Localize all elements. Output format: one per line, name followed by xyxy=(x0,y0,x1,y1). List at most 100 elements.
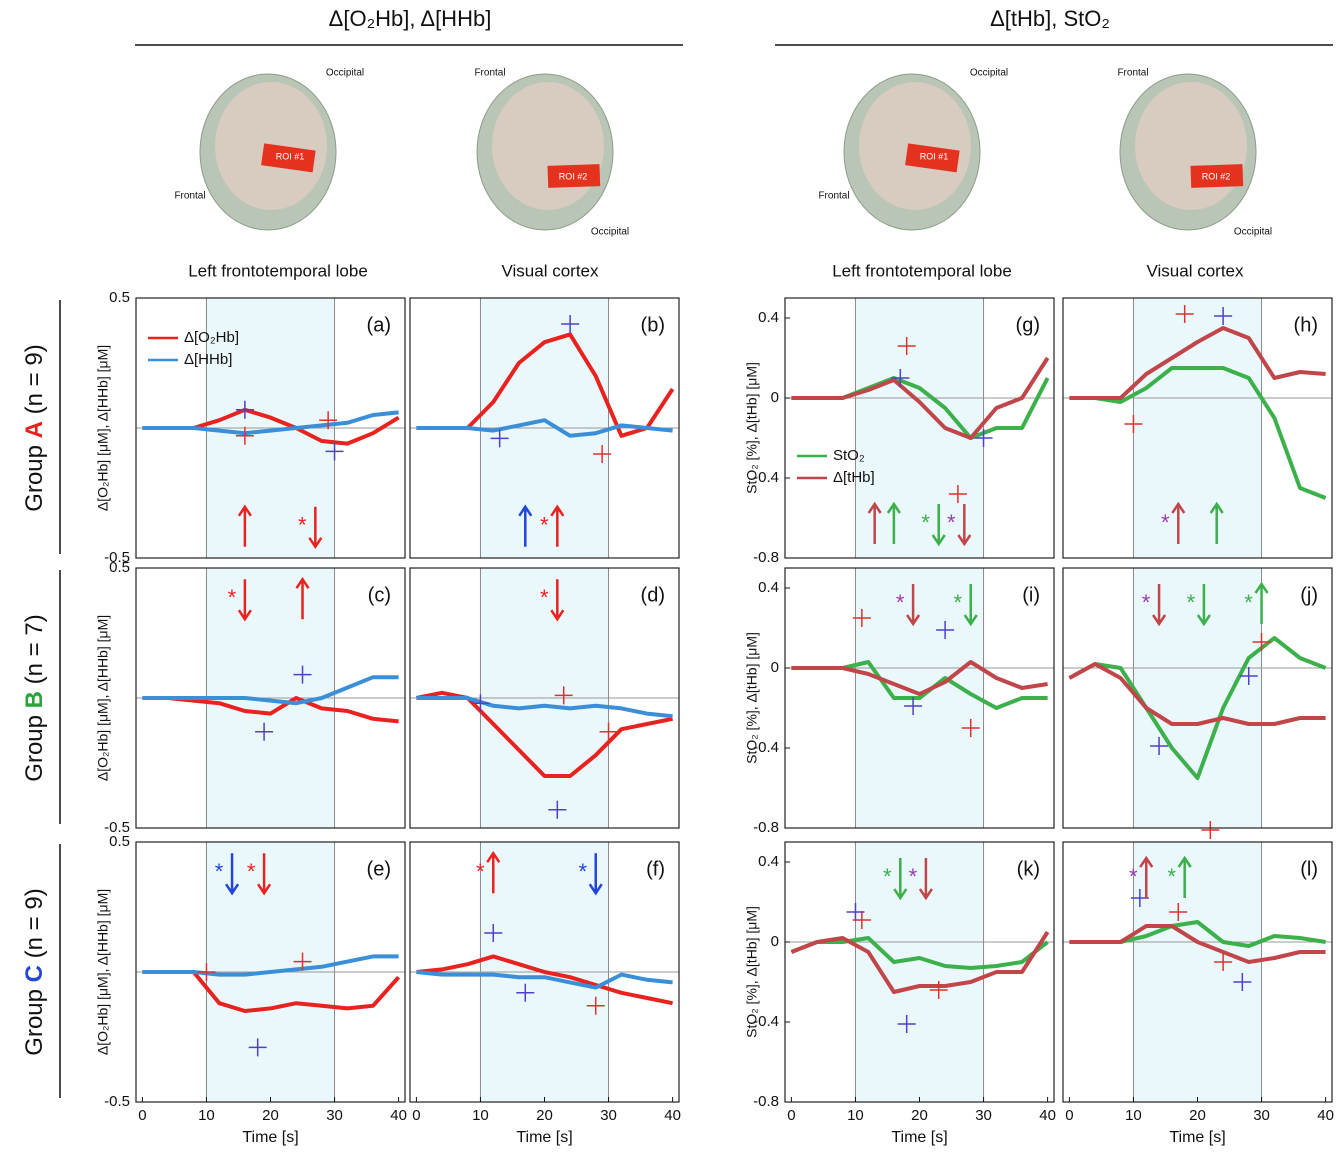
group-label: Group B (n = 7) xyxy=(21,614,48,781)
panel: *(h) xyxy=(1063,298,1332,558)
group-name: Group xyxy=(21,445,48,512)
brain-label: Occipital xyxy=(1234,227,1272,238)
y-tick-label: -0.8 xyxy=(753,549,779,566)
y-tick-label: 0 xyxy=(771,659,779,676)
significance-star: * xyxy=(1244,590,1253,615)
group-letter: A xyxy=(21,421,48,438)
group-letter: B xyxy=(21,691,48,708)
x-tick-label: 20 xyxy=(911,1107,928,1124)
brain-label: Occipital xyxy=(326,68,364,79)
x-tick-label: 40 xyxy=(1317,1107,1334,1124)
brain-label: Frontal xyxy=(174,191,205,202)
y-tick-label: -0.5 xyxy=(104,1093,130,1110)
group-letter: C xyxy=(21,965,48,982)
group-n: (n = 7) xyxy=(21,614,48,684)
panel: *(b) xyxy=(410,298,679,558)
column-title: Δ[O₂Hb], Δ[HHb] xyxy=(329,6,492,31)
x-tick-label: 40 xyxy=(1039,1107,1056,1124)
y-tick-label: 0 xyxy=(771,389,779,406)
y-tick-label: 0 xyxy=(771,933,779,950)
significance-star: * xyxy=(896,590,905,615)
panel-label: (k) xyxy=(1017,858,1040,880)
x-tick-label: 0 xyxy=(1065,1107,1073,1124)
panel: -0.8-0.400.4StO₂ [%], Δ[tHb] [μM]**StO₂Δ… xyxy=(744,298,1054,566)
x-tick-label: 0 xyxy=(412,1107,420,1124)
x-tick-label: 40 xyxy=(664,1107,681,1124)
x-tick-label: 10 xyxy=(1125,1107,1142,1124)
y-axis-label: StO₂ [%], Δ[tHb] [μM] xyxy=(744,362,760,494)
x-tick-label: 10 xyxy=(847,1107,864,1124)
panel-label: (g) xyxy=(1016,314,1040,336)
y-tick-label: -0.8 xyxy=(753,819,779,836)
legend-label: Δ[tHb] xyxy=(833,469,875,486)
brain-label: Frontal xyxy=(1117,68,1148,79)
significance-star: * xyxy=(247,859,256,884)
y-tick-label: 0.5 xyxy=(109,289,130,306)
group-name: Group xyxy=(21,989,48,1056)
region-label: Left frontotemporal lobe xyxy=(188,261,368,280)
column-title: Δ[tHb], StO₂ xyxy=(990,6,1110,31)
panel: 010203040Time [s]**(l) xyxy=(1063,842,1334,1146)
y-axis-label: StO₂ [%], Δ[tHb] [μM] xyxy=(744,632,760,764)
figure: Δ[O₂Hb], Δ[HHb] Δ[tHb], StO₂ ROI #1Occip… xyxy=(0,0,1337,1152)
significance-star: * xyxy=(578,859,587,884)
y-tick-label: -0.8 xyxy=(753,1093,779,1110)
panel-label: (l) xyxy=(1300,858,1318,880)
significance-star: * xyxy=(1161,510,1170,535)
group-n: (n = 9) xyxy=(21,344,48,414)
legend-label: Δ[HHb] xyxy=(184,351,232,368)
legend-label: Δ[O₂Hb] xyxy=(184,329,239,346)
x-tick-label: 30 xyxy=(326,1107,343,1124)
legend-label: StO₂ xyxy=(833,447,865,464)
significance-star: * xyxy=(953,590,962,615)
significance-star: * xyxy=(476,859,485,884)
panel: *(d) xyxy=(410,568,679,828)
significance-star: * xyxy=(921,510,930,535)
significance-star: * xyxy=(1187,590,1196,615)
x-axis-label: Time [s] xyxy=(1169,1129,1225,1146)
x-tick-label: 30 xyxy=(600,1107,617,1124)
significance-star: * xyxy=(228,585,237,610)
panel-label: (i) xyxy=(1022,584,1040,606)
panel: -0.50.5Δ[O₂Hb] [μM], Δ[HHb] [μM]*(c) xyxy=(95,559,405,836)
x-tick-label: 0 xyxy=(138,1107,146,1124)
stimulus-band xyxy=(1133,842,1261,1102)
x-tick-label: 30 xyxy=(975,1107,992,1124)
group-name: Group xyxy=(21,715,48,782)
y-axis-label: Δ[O₂Hb] [μM], Δ[HHb] [μM] xyxy=(95,615,111,781)
significance-star: * xyxy=(947,510,956,535)
brain: ROI #1OccipitalFrontal xyxy=(174,68,364,230)
y-tick-label: 0.4 xyxy=(758,309,779,326)
panel-label: (a) xyxy=(367,314,391,336)
brain-label: Occipital xyxy=(591,227,629,238)
x-tick-label: 30 xyxy=(1253,1107,1270,1124)
x-tick-label: 20 xyxy=(536,1107,553,1124)
panel: 010203040Time [s]**(f) xyxy=(410,842,681,1146)
cortex xyxy=(492,82,604,210)
y-tick-label: 0.4 xyxy=(758,579,779,596)
x-tick-label: 20 xyxy=(262,1107,279,1124)
panel-label: (f) xyxy=(646,858,665,880)
x-tick-label: 10 xyxy=(472,1107,489,1124)
panel: ***(j) xyxy=(1063,568,1332,839)
x-axis-label: Time [s] xyxy=(891,1129,947,1146)
significance-star: * xyxy=(909,864,918,889)
brain-label: Occipital xyxy=(970,68,1008,79)
significance-star: * xyxy=(540,585,549,610)
panel-label: (c) xyxy=(368,584,391,606)
group-n: (n = 9) xyxy=(21,888,48,958)
x-tick-label: 10 xyxy=(198,1107,215,1124)
x-tick-label: 20 xyxy=(1189,1107,1206,1124)
panel-label: (j) xyxy=(1300,584,1318,606)
significance-star: * xyxy=(883,864,892,889)
significance-star: * xyxy=(298,513,307,538)
brain: ROI #1OccipitalFrontal xyxy=(818,68,1008,230)
significance-star: * xyxy=(540,513,549,538)
x-axis-label: Time [s] xyxy=(242,1129,298,1146)
region-label: Visual cortex xyxy=(1146,261,1244,280)
panel-label: (e) xyxy=(367,858,391,880)
